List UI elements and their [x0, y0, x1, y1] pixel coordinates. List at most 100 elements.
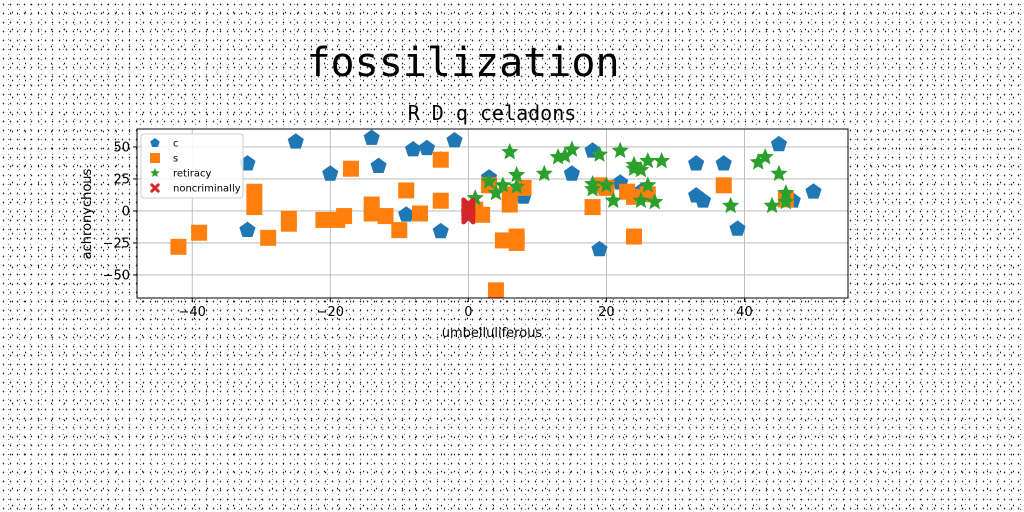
- x-tick-label: −40: [179, 305, 206, 320]
- data-point-pentagon: [322, 165, 339, 181]
- data-point-star: [584, 180, 602, 197]
- data-point-pentagon: [418, 139, 436, 156]
- data-point-pentagon: [363, 129, 380, 145]
- data-point-star: [763, 196, 781, 214]
- data-point-pentagon: [715, 155, 732, 171]
- data-point-star: [639, 152, 657, 169]
- data-point-square: [398, 182, 415, 199]
- data-point-star: [501, 143, 519, 160]
- data-point-square: [715, 177, 732, 194]
- data-point-star: [494, 176, 512, 193]
- data-point-star: [632, 160, 650, 178]
- legend-label: noncriminally: [173, 184, 241, 195]
- data-point-pentagon: [563, 165, 580, 181]
- x-tick-label: −20: [317, 305, 344, 320]
- axis-ticks: −40 −20 0 20 40 −50 −25 0 25 50: [103, 140, 753, 320]
- data-point-x: [461, 198, 476, 213]
- plot-background: [137, 129, 848, 298]
- data-point-square: [432, 151, 449, 168]
- data-point-star: [756, 148, 774, 165]
- data-point-star: [646, 192, 664, 210]
- figure-title: fossilization: [306, 40, 619, 86]
- data-point-pentagon: [446, 132, 463, 148]
- y-tick-label: 25: [113, 172, 130, 187]
- x-tick-label: 40: [736, 305, 753, 320]
- data-point-pentagon: [405, 140, 422, 157]
- data-point-square: [432, 192, 449, 209]
- legend-marker-square: [150, 153, 160, 163]
- data-point-star: [508, 177, 526, 194]
- data-point-star: [653, 152, 671, 169]
- data-point-square: [336, 208, 353, 225]
- y-tick-label: 0: [122, 204, 130, 219]
- data-point-pentagon: [239, 221, 256, 238]
- legend-marker-star: [150, 168, 160, 178]
- data-point-star: [480, 172, 498, 189]
- legend-marker-pentagon: [150, 138, 160, 148]
- data-point-star: [777, 184, 795, 201]
- data-point-star: [597, 176, 615, 193]
- legend-label: s: [173, 154, 178, 165]
- data-point-pentagon: [591, 240, 608, 257]
- data-point-square: [626, 228, 643, 245]
- data-point-square: [412, 205, 429, 222]
- data-point-square: [474, 206, 491, 223]
- x-tick-label: 20: [598, 305, 615, 320]
- y-axis-label: achronychous: [80, 168, 95, 259]
- data-point-star: [563, 140, 581, 157]
- data-point-pentagon: [370, 157, 387, 174]
- data-point-square: [342, 160, 359, 177]
- data-point-pentagon: [805, 183, 822, 199]
- data-point-pentagon: [729, 220, 746, 236]
- data-point-pentagon: [287, 133, 304, 149]
- y-tick-label: 50: [113, 140, 130, 155]
- data-point-square: [363, 205, 380, 222]
- data-point-star: [749, 153, 767, 170]
- data-point-pentagon: [398, 206, 415, 222]
- data-point-pentagon: [432, 222, 449, 239]
- data-point-star: [777, 192, 795, 210]
- data-point-square: [246, 199, 263, 216]
- x-tick-label: 0: [464, 305, 472, 320]
- data-point-square: [487, 282, 504, 299]
- legend-marker-x: [150, 183, 160, 193]
- legend-label: c: [173, 139, 179, 150]
- data-point-square: [494, 232, 511, 249]
- data-point-square: [260, 229, 277, 246]
- chart-title: R D q celadons: [408, 101, 577, 125]
- legend-box: [140, 133, 244, 199]
- data-point-square: [391, 222, 408, 239]
- grid: [137, 129, 848, 298]
- data-point-star: [556, 146, 574, 164]
- data-point-star: [632, 191, 650, 208]
- data-point-star: [611, 141, 629, 159]
- data-point-square: [377, 208, 394, 225]
- data-point-star: [487, 184, 505, 201]
- data-point-square: [508, 234, 525, 251]
- data-point-star: [508, 166, 526, 183]
- plot-markers: [170, 129, 822, 299]
- legend-label: retiracy: [173, 169, 211, 180]
- data-point-star: [535, 164, 553, 182]
- data-point-star: [770, 164, 788, 182]
- data-point-star: [590, 145, 609, 162]
- data-point-star: [722, 196, 740, 214]
- data-point-square: [246, 183, 263, 200]
- data-point-star: [584, 175, 602, 192]
- y-tick-label: −25: [103, 236, 130, 251]
- x-axis-label: umbelluliferous: [442, 326, 543, 341]
- data-point-square: [315, 211, 332, 228]
- data-point-pentagon: [770, 135, 788, 152]
- y-tick-label: −50: [103, 268, 130, 283]
- data-point-square: [280, 215, 297, 232]
- data-point-pentagon: [688, 155, 705, 171]
- data-point-star: [604, 191, 622, 208]
- legend: cs retiracy noncriminally: [140, 133, 244, 199]
- plot-area: [136, 128, 849, 299]
- data-point-square: [191, 224, 208, 241]
- data-point-square: [170, 238, 187, 255]
- data-point-square: [584, 199, 601, 216]
- data-point-star: [639, 176, 657, 193]
- data-point-pentagon: [694, 192, 712, 208]
